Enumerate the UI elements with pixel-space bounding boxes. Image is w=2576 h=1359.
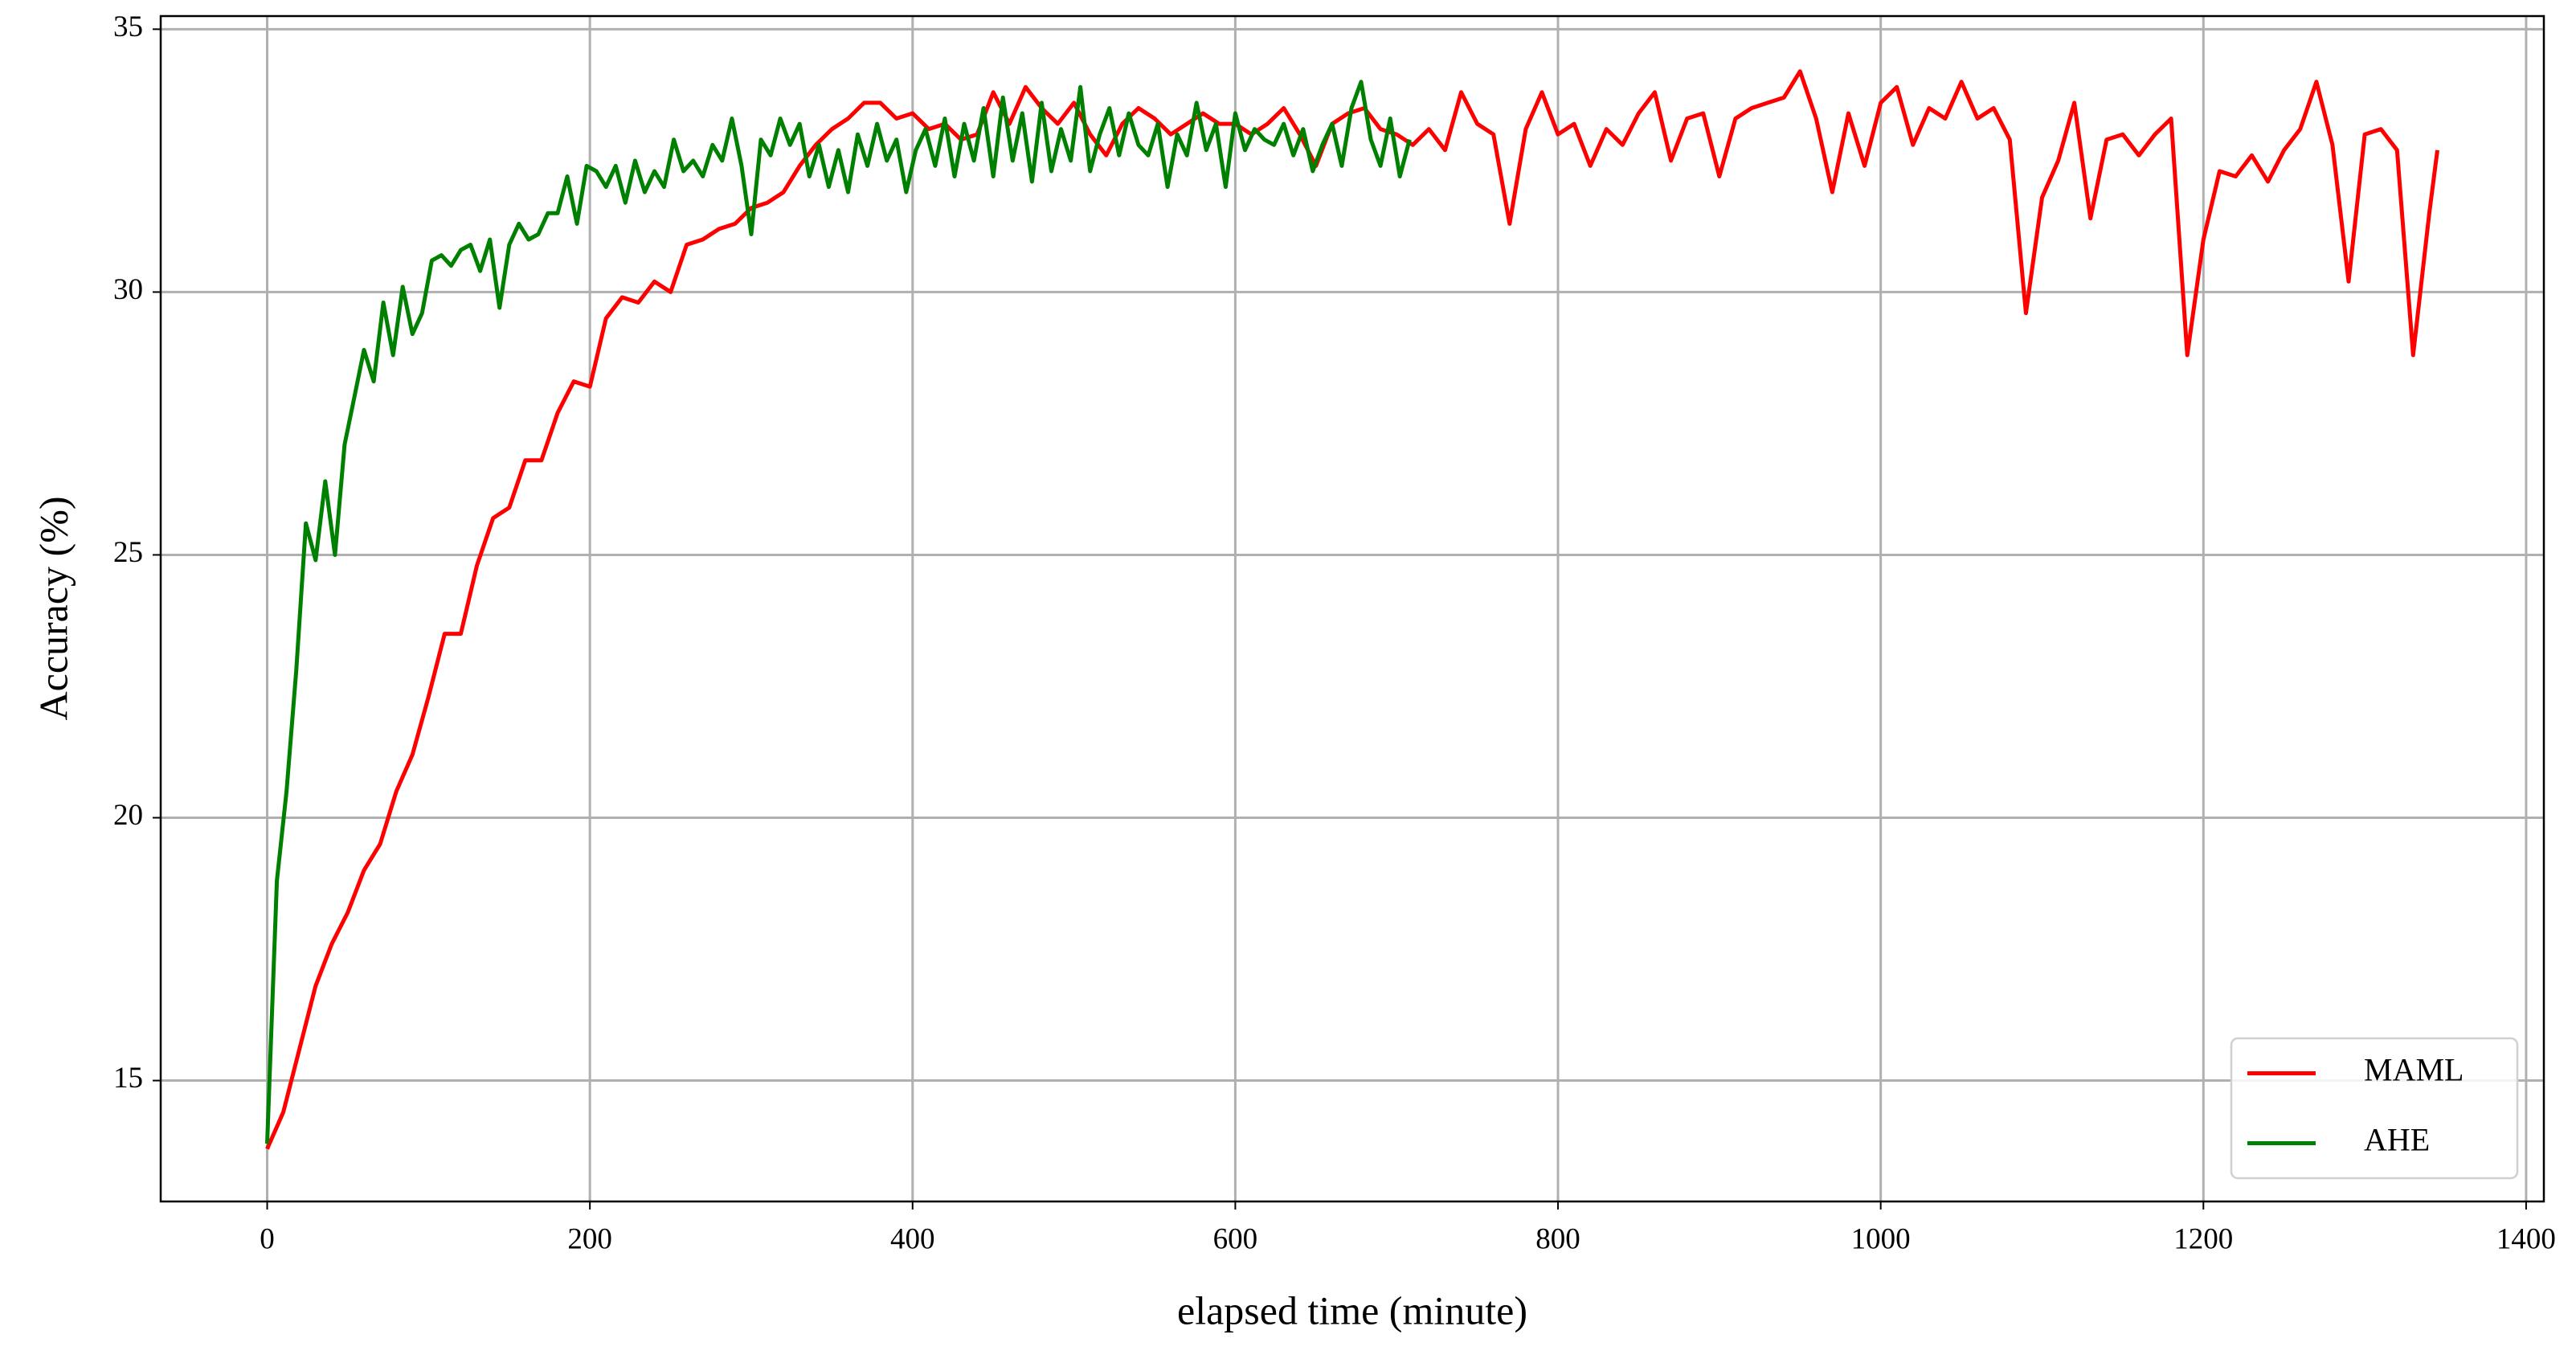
x-tick-label: 200 (567, 1222, 612, 1255)
x-tick-label: 1400 (2496, 1222, 2556, 1255)
y-tick-label: 35 (113, 10, 143, 43)
x-tick-label: 400 (890, 1222, 935, 1255)
x-axis-label: elapsed time (minute) (1177, 1287, 1527, 1332)
y-tick-label: 25 (113, 536, 143, 569)
x-tick-label: 1000 (1851, 1222, 1911, 1255)
legend: MAML AHE (2230, 1037, 2519, 1180)
y-tick-label: 15 (113, 1062, 143, 1095)
x-tick-label: 0 (260, 1222, 275, 1255)
legend-label: MAML (2364, 1052, 2464, 1088)
legend-label: AHE (2364, 1122, 2430, 1158)
y-axis-label: Accuracy (%) (31, 497, 76, 721)
y-tick-label: 30 (113, 273, 143, 306)
data-line (265, 69, 2439, 1150)
x-tick-label: 600 (1213, 1222, 1258, 1255)
plot-frame (159, 14, 2545, 1203)
data-line (265, 80, 1412, 1144)
x-tick-label: 800 (1535, 1222, 1580, 1255)
x-tick-label: 1200 (2173, 1222, 2233, 1255)
y-tick-label: 20 (113, 799, 143, 832)
